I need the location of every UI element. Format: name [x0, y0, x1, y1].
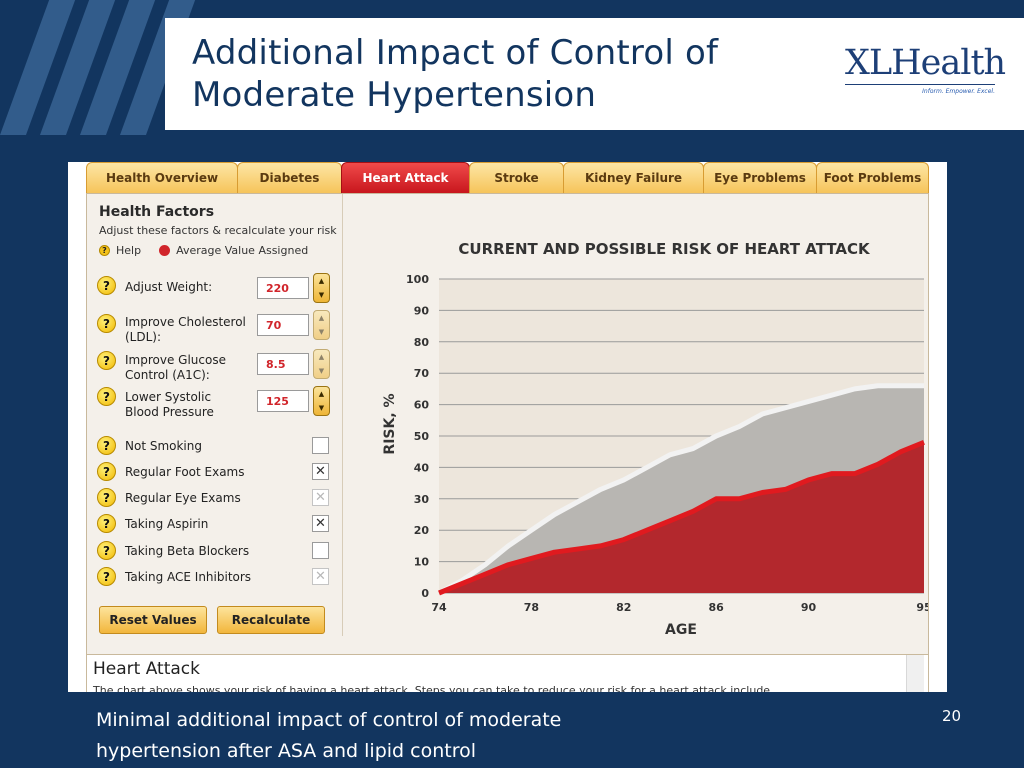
- y-tick-label-0: 0: [421, 587, 429, 600]
- slide-title: Additional Impact of Control of Moderate…: [192, 32, 718, 116]
- stepper-up-icon[interactable]: ▲: [319, 390, 324, 398]
- not-smoking-checkbox[interactable]: [312, 437, 329, 454]
- cholesterol-label: Improve Cholesterol (LDL):: [125, 315, 246, 345]
- x-tick-label-90: 90: [801, 601, 817, 614]
- tab-health-overview[interactable]: Health Overview: [86, 162, 238, 193]
- tab-eye-problems[interactable]: Eye Problems: [703, 162, 817, 193]
- blood-pressure-input[interactable]: 125: [257, 390, 309, 412]
- foot-exams-label: Regular Foot Exams: [125, 465, 245, 480]
- beta-blockers-label: Taking Beta Blockers: [125, 544, 249, 559]
- help-icon-beta-blockers[interactable]: ?: [97, 541, 116, 560]
- reset-values-button[interactable]: Reset Values: [99, 606, 207, 634]
- ace-inhibitors-label: Taking ACE Inhibitors: [125, 570, 251, 585]
- weight-label: Adjust Weight:: [125, 280, 212, 295]
- chart-x-axis-label: AGE: [665, 622, 697, 638]
- tab-stroke[interactable]: Stroke: [469, 162, 564, 193]
- y-tick-label-90: 90: [414, 304, 430, 317]
- glucose-label: Improve Glucose Control (A1C):: [125, 353, 226, 383]
- risk-chart: CURRENT AND POSSIBLE RISK OF HEART ATTAC…: [344, 194, 928, 654]
- blood-pressure-stepper[interactable]: ▲ ▼: [313, 386, 330, 416]
- tab-diabetes[interactable]: Diabetes: [237, 162, 342, 193]
- chart-title: CURRENT AND POSSIBLE RISK OF HEART ATTAC…: [458, 240, 871, 258]
- tab-heart-attack[interactable]: Heart Attack: [341, 162, 470, 193]
- average-value-icon: [159, 245, 170, 256]
- help-icon-weight[interactable]: ?: [97, 276, 116, 295]
- help-icon-glucose[interactable]: ?: [97, 351, 116, 370]
- stepper-down-icon[interactable]: ▼: [319, 291, 324, 299]
- health-factors-panel: Health Factors Adjust these factors & re…: [87, 194, 343, 636]
- slide-title-line1: Additional Impact of Control of: [192, 32, 718, 74]
- not-smoking-label: Not Smoking: [125, 439, 202, 454]
- y-tick-label-100: 100: [406, 273, 429, 286]
- page-number: 20: [942, 707, 961, 725]
- caption-line1: Minimal additional impact of control of …: [96, 705, 561, 736]
- stepper-up-icon[interactable]: ▲: [319, 314, 324, 322]
- stepper-up-icon[interactable]: ▲: [319, 353, 324, 361]
- eye-exams-checkbox[interactable]: ✕: [312, 489, 329, 506]
- info-title: Heart Attack: [93, 659, 200, 679]
- panel-title: Health Factors: [99, 204, 214, 220]
- cholesterol-input[interactable]: 70: [257, 314, 309, 336]
- y-tick-label-50: 50: [414, 430, 430, 443]
- chart-y-axis-label: RISK, %: [382, 393, 398, 454]
- y-tick-label-40: 40: [414, 461, 430, 474]
- help-icon-not-smoking[interactable]: ?: [97, 436, 116, 455]
- info-section: Heart Attack The chart above shows your …: [86, 655, 929, 692]
- y-tick-label-10: 10: [414, 556, 430, 569]
- stepper-down-icon[interactable]: ▼: [319, 404, 324, 412]
- x-tick-label-82: 82: [616, 601, 631, 614]
- caption-line2: hypertension after ASA and lipid control: [96, 736, 561, 767]
- help-icon-aspirin[interactable]: ?: [97, 514, 116, 533]
- legend-average-label: Average Value Assigned: [176, 244, 308, 257]
- stepper-down-icon[interactable]: ▼: [319, 328, 324, 336]
- legend: ? Help Average Value Assigned: [99, 244, 308, 257]
- y-tick-label-20: 20: [414, 524, 430, 537]
- slide-caption: Minimal additional impact of control of …: [96, 705, 561, 767]
- y-tick-label-70: 70: [414, 367, 430, 380]
- beta-blockers-checkbox[interactable]: [312, 542, 329, 559]
- tab-foot-problems[interactable]: Foot Problems: [816, 162, 929, 193]
- help-icon: ?: [99, 245, 110, 256]
- weight-input[interactable]: 220: [257, 277, 309, 299]
- recalculate-button[interactable]: Recalculate: [217, 606, 325, 634]
- x-tick-label-95: 95: [916, 601, 928, 614]
- blood-pressure-label: Lower Systolic Blood Pressure: [125, 390, 214, 420]
- legend-help-label: Help: [116, 244, 141, 257]
- x-tick-label-74: 74: [431, 601, 447, 614]
- help-icon-cholesterol[interactable]: ?: [97, 314, 116, 333]
- stepper-down-icon[interactable]: ▼: [319, 367, 324, 375]
- x-tick-label-86: 86: [708, 601, 724, 614]
- risk-calculator-app: Health Overview Diabetes Heart Attack St…: [68, 162, 947, 692]
- help-icon-eye-exams[interactable]: ?: [97, 488, 116, 507]
- stepper-up-icon[interactable]: ▲: [319, 277, 324, 285]
- glucose-stepper[interactable]: ▲ ▼: [313, 349, 330, 379]
- cholesterol-stepper[interactable]: ▲ ▼: [313, 310, 330, 340]
- y-tick-label-30: 30: [414, 493, 430, 506]
- ace-inhibitors-checkbox[interactable]: ✕: [312, 568, 329, 585]
- tab-bar: Health Overview Diabetes Heart Attack St…: [86, 162, 929, 193]
- help-icon-foot-exams[interactable]: ?: [97, 462, 116, 481]
- y-tick-label-80: 80: [414, 336, 430, 349]
- info-scrollbar[interactable]: [906, 655, 924, 692]
- logo-rule: [845, 84, 995, 85]
- x-tick-label-78: 78: [524, 601, 539, 614]
- tab-kidney-failure[interactable]: Kidney Failure: [563, 162, 704, 193]
- aspirin-checkbox[interactable]: ✕: [312, 515, 329, 532]
- weight-stepper[interactable]: ▲ ▼: [313, 273, 330, 303]
- foot-exams-checkbox[interactable]: ✕: [312, 463, 329, 480]
- logo-tagline: Inform. Empower. Excel.: [922, 88, 995, 95]
- eye-exams-label: Regular Eye Exams: [125, 491, 241, 506]
- help-icon-blood-pressure[interactable]: ?: [97, 387, 116, 406]
- glucose-input[interactable]: 8.5: [257, 353, 309, 375]
- slide-title-line2: Moderate Hypertension: [192, 74, 718, 116]
- help-icon-ace-inhibitors[interactable]: ?: [97, 567, 116, 586]
- content-frame: Health Factors Adjust these factors & re…: [86, 193, 929, 655]
- panel-subtitle: Adjust these factors & recalculate your …: [99, 224, 337, 237]
- y-tick-label-60: 60: [414, 399, 430, 412]
- logo-text: XLHealth: [845, 44, 1005, 82]
- xlhealth-logo: XLHealth Inform. Empower. Excel.: [845, 44, 1005, 100]
- aspirin-label: Taking Aspirin: [125, 517, 208, 532]
- info-text: The chart above shows your risk of havin…: [93, 684, 770, 692]
